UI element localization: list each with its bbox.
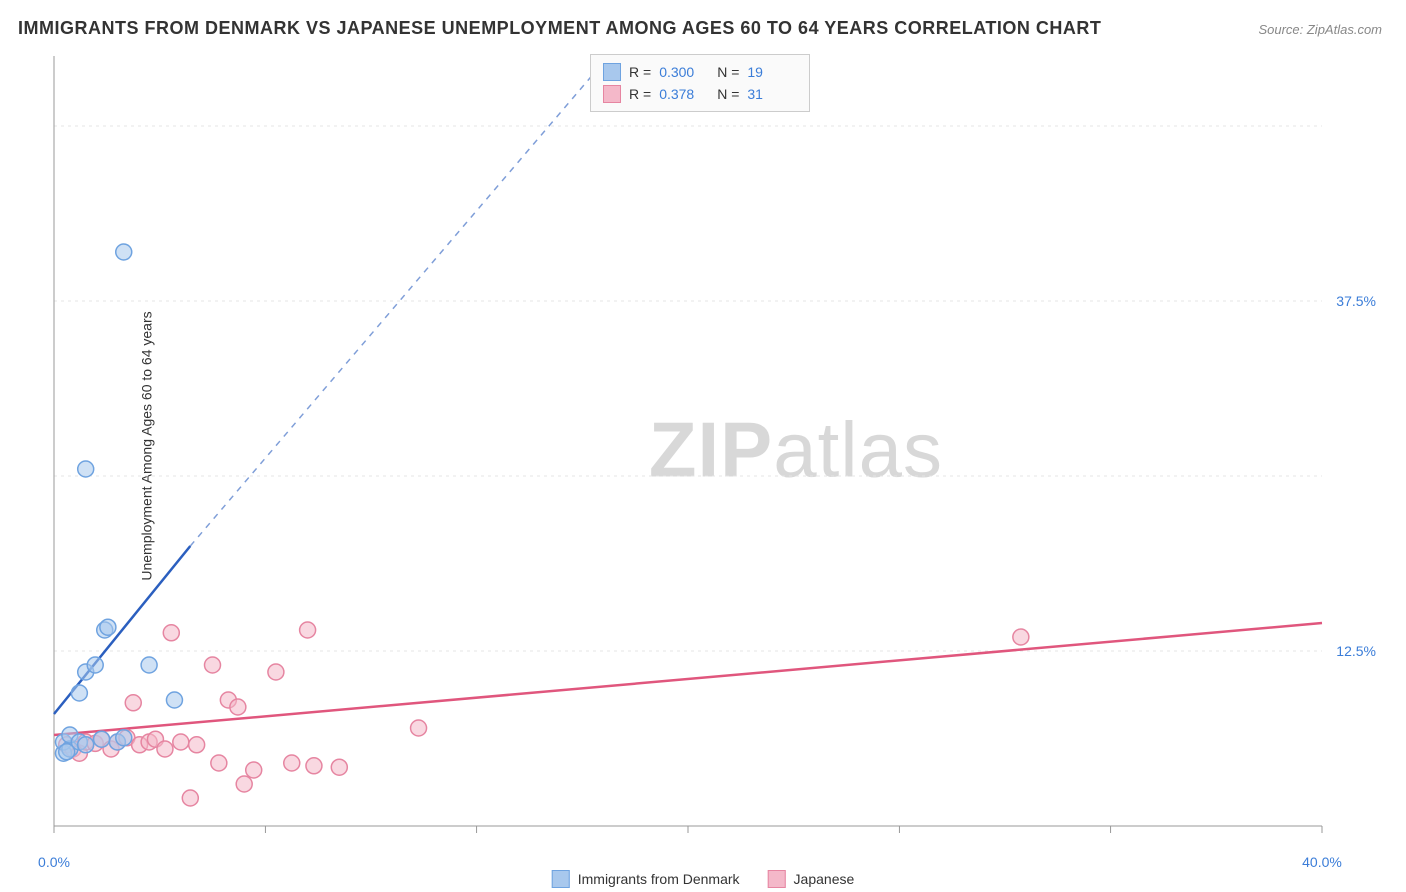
chart-area: ZIPatlas [50, 50, 1382, 850]
r-label: R = [629, 64, 651, 80]
chart-title: IMMIGRANTS FROM DENMARK VS JAPANESE UNEM… [18, 18, 1101, 39]
x-tick-label: 0.0% [38, 854, 70, 870]
source-label: Source: ZipAtlas.com [1258, 22, 1382, 37]
r-label: R = [629, 86, 651, 102]
swatch-denmark [603, 63, 621, 81]
legend-item-japanese: Japanese [768, 870, 855, 888]
x-tick-label: 40.0% [1302, 854, 1342, 870]
y-tick-label: 12.5% [1336, 643, 1376, 659]
r-value-2: 0.378 [659, 86, 709, 102]
bottom-legend: Immigrants from Denmark Japanese [552, 870, 855, 888]
stats-legend: R = 0.300 N = 19 R = 0.378 N = 31 [590, 54, 810, 112]
n-label: N = [717, 86, 739, 102]
n-label: N = [717, 64, 739, 80]
legend-item-denmark: Immigrants from Denmark [552, 870, 740, 888]
legend-label-denmark: Immigrants from Denmark [578, 871, 740, 887]
swatch-denmark-icon [552, 870, 570, 888]
stats-row-1: R = 0.300 N = 19 [603, 61, 797, 83]
n-value-1: 19 [747, 64, 797, 80]
swatch-japanese-icon [768, 870, 786, 888]
y-tick-label: 37.5% [1336, 293, 1376, 309]
stats-row-2: R = 0.378 N = 31 [603, 83, 797, 105]
swatch-japanese [603, 85, 621, 103]
legend-label-japanese: Japanese [794, 871, 855, 887]
r-value-1: 0.300 [659, 64, 709, 80]
scatter-plot [50, 50, 1382, 850]
n-value-2: 31 [747, 86, 797, 102]
